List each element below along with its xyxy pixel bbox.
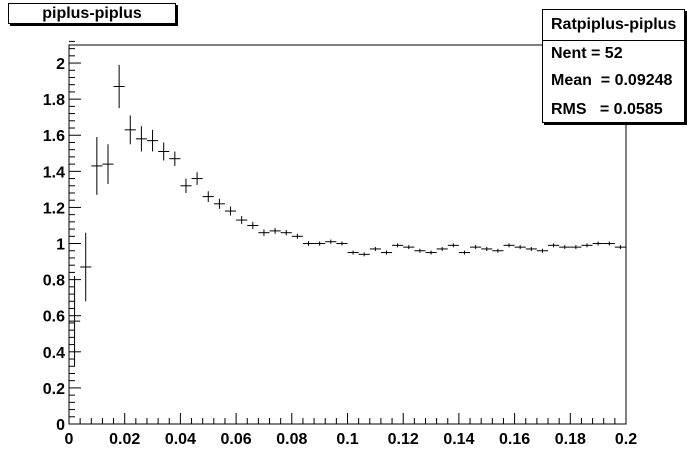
stats-mean: Mean = 0.09248 bbox=[551, 72, 673, 89]
stats-entries: Nent = 52 bbox=[551, 45, 623, 62]
y-tick-label: 1.2 bbox=[43, 200, 65, 217]
stats-divider bbox=[543, 40, 684, 41]
stats-name: Ratpiplus-piplus bbox=[551, 16, 677, 33]
y-tick-label: 1.8 bbox=[43, 92, 65, 109]
x-tick-label: 0.18 bbox=[555, 431, 586, 448]
y-tick-label: 2 bbox=[56, 56, 65, 73]
y-tick-label: 0.6 bbox=[43, 309, 65, 326]
y-tick-label: 0.2 bbox=[43, 381, 65, 398]
x-tick-label: 0.2 bbox=[615, 431, 637, 448]
histogram-title: piplus-piplus bbox=[8, 3, 176, 24]
x-tick-label: 0.02 bbox=[109, 431, 140, 448]
x-tick-label: 0.04 bbox=[165, 431, 196, 448]
y-tick-label: 1.4 bbox=[43, 164, 65, 181]
x-tick-label: 0.14 bbox=[443, 431, 474, 448]
x-tick-label: 0.06 bbox=[221, 431, 252, 448]
y-tick-label: 0.4 bbox=[43, 345, 65, 362]
x-tick-label: 0 bbox=[65, 431, 74, 448]
x-tick-label: 0.08 bbox=[276, 431, 307, 448]
y-tick-label: 1.6 bbox=[43, 128, 65, 145]
y-tick-label: 0.8 bbox=[43, 273, 65, 290]
stats-box: Ratpiplus-piplus Nent = 52 Mean = 0.0924… bbox=[542, 9, 685, 123]
y-tick-label: 0 bbox=[56, 417, 65, 434]
x-tick-label: 0.1 bbox=[336, 431, 358, 448]
x-tick-label: 0.12 bbox=[388, 431, 419, 448]
x-tick-label: 0.16 bbox=[499, 431, 530, 448]
stats-rms: RMS = 0.0585 bbox=[551, 101, 663, 118]
y-tick-label: 1 bbox=[56, 237, 65, 254]
